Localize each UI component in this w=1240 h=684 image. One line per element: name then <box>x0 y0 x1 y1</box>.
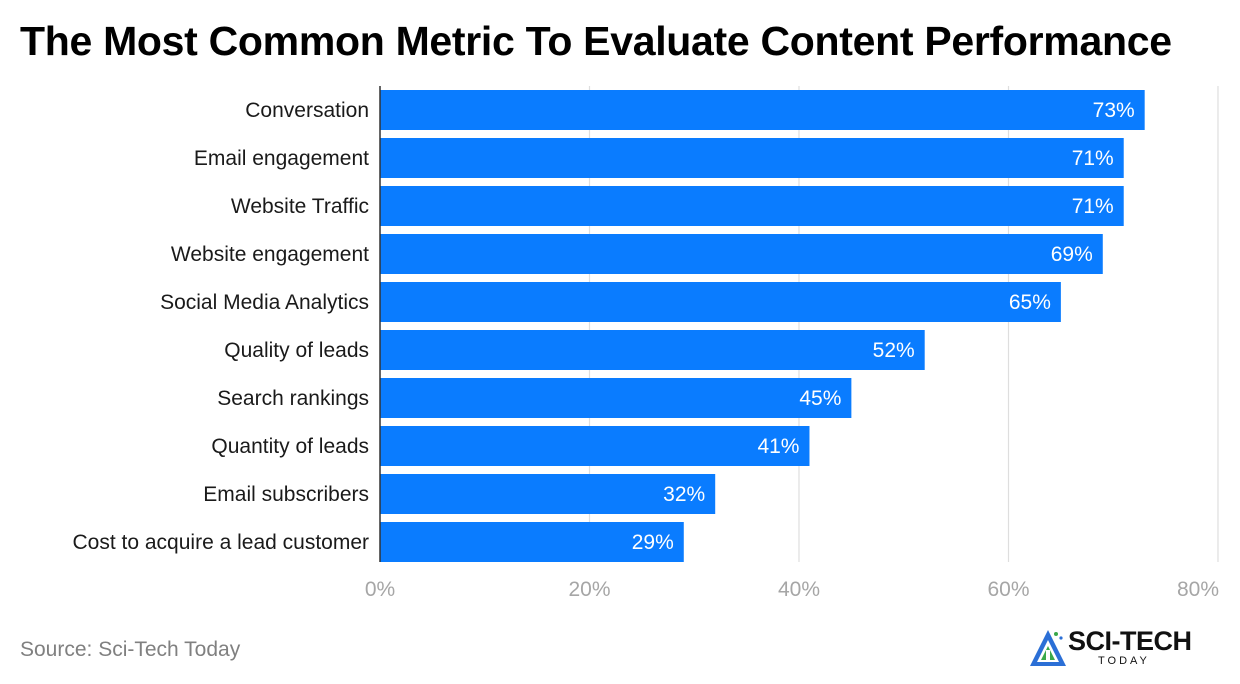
bar-value-label: 52% <box>873 339 915 362</box>
bar <box>380 282 1061 322</box>
category-label: Website Traffic <box>231 195 369 218</box>
x-tick-label: 80% <box>1177 578 1219 601</box>
x-tick-label: 20% <box>568 578 610 601</box>
category-label: Conversation <box>245 99 369 122</box>
bar <box>380 474 716 514</box>
category-label: Search rankings <box>217 387 369 410</box>
category-label: Social Media Analytics <box>160 291 369 314</box>
bar-chart: 73% Conversation 71% Email engagement 71% Web… <box>73 86 1219 601</box>
category-label: Email engagement <box>194 147 369 170</box>
category-label: Cost to acquire a lead customer <box>73 531 369 554</box>
category-label: Quantity of leads <box>211 435 369 458</box>
category-label: Website engagement <box>171 243 369 266</box>
logo-name: SCI-TECH <box>1068 626 1192 656</box>
x-tick-label: 0% <box>365 578 395 601</box>
bar <box>380 234 1103 274</box>
bar-value-label: 73% <box>1093 99 1135 122</box>
bar <box>380 138 1124 178</box>
sci-tech-today-logo: SCI-TECH TODAY <box>1030 624 1220 672</box>
bar-value-label: 41% <box>757 435 799 458</box>
chart-title: The Most Common Metric To Evaluate Conte… <box>20 18 1172 64</box>
bar <box>380 90 1145 130</box>
bar-value-label: 45% <box>799 387 841 410</box>
x-tick-label: 40% <box>778 578 820 601</box>
category-label: Email subscribers <box>203 483 369 506</box>
x-tick-label: 60% <box>987 578 1029 601</box>
category-label: Quality of leads <box>224 339 369 362</box>
bar <box>380 330 925 370</box>
bar <box>380 378 852 418</box>
bar-value-label: 29% <box>632 531 674 554</box>
bar <box>380 426 810 466</box>
bar-value-label: 69% <box>1051 243 1093 266</box>
logo-mark-icon <box>1030 630 1066 666</box>
bar <box>380 186 1124 226</box>
bar <box>380 522 684 562</box>
bar-value-label: 71% <box>1072 147 1114 170</box>
bar-value-label: 71% <box>1072 195 1114 218</box>
bar-value-label: 65% <box>1009 291 1051 314</box>
bar-value-label: 32% <box>663 483 705 506</box>
source-note: Source: Sci-Tech Today <box>20 638 241 661</box>
logo-subtitle: TODAY <box>1098 655 1150 667</box>
